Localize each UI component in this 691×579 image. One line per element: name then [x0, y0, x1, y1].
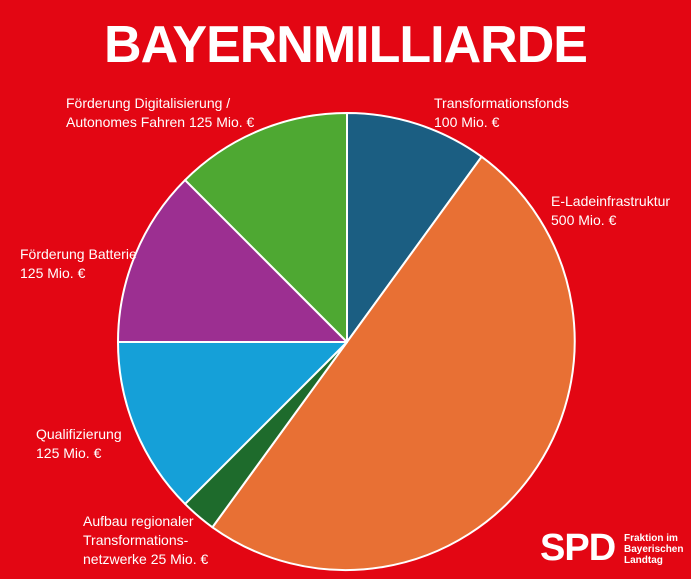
label-line: 125 Mio. €: [20, 265, 86, 281]
label-aufbau-regionaler: Aufbau regionaler Transformations- netzw…: [83, 512, 208, 569]
chart-title: BAYERNMILLIARDE: [104, 16, 588, 74]
label-line: Transformations-: [83, 532, 189, 548]
label-line: netzwerke 25 Mio. €: [83, 551, 209, 567]
label-line: Transformationsfonds: [434, 95, 569, 111]
label-transformationsfonds: Transformationsfonds 100 Mio. €: [434, 94, 569, 132]
label-line: Qualifizierung: [36, 426, 122, 442]
label-line: 125 Mio. €: [36, 445, 102, 461]
label-line: Aufbau regionaler: [83, 513, 194, 529]
label-line: 500 Mio. €: [551, 212, 617, 228]
logo-subtitle-line: Bayerischen: [624, 544, 684, 555]
pie-slice: [117, 341, 348, 505]
label-line: Förderung Batterie: [20, 246, 137, 262]
label-foerderung-batterie: Förderung Batterie 125 Mio. €: [20, 245, 137, 283]
label-e-ladeinfrastruktur: E-Ladeinfrastruktur 500 Mio. €: [551, 192, 670, 230]
pie-slice: [346, 112, 483, 343]
label-line: E-Ladeinfrastruktur: [551, 193, 671, 209]
logo-subtitle-line: Fraktion im: [624, 533, 678, 544]
spd-logo-text: SPD: [540, 527, 616, 569]
spd-logo-subtitle: Fraktion im Bayerischen Landtag: [624, 533, 683, 566]
pie-slice: [211, 155, 576, 572]
label-line: Autonomes Fahren 125 Mio. €: [66, 114, 255, 130]
logo-subtitle-line: Landtag: [624, 555, 663, 566]
spd-logo: SPD Fraktion im Bayerischen Landtag: [540, 527, 685, 571]
pie-slice: [184, 112, 348, 343]
label-foerderung-digitalisierung: Förderung Digitalisierung / Autonomes Fa…: [66, 94, 254, 132]
label-line: Förderung Digitalisierung /: [66, 95, 231, 111]
label-line: 100 Mio. €: [434, 114, 500, 130]
label-qualifizierung: Qualifizierung 125 Mio. €: [36, 425, 122, 463]
pie-slice: [117, 179, 348, 343]
